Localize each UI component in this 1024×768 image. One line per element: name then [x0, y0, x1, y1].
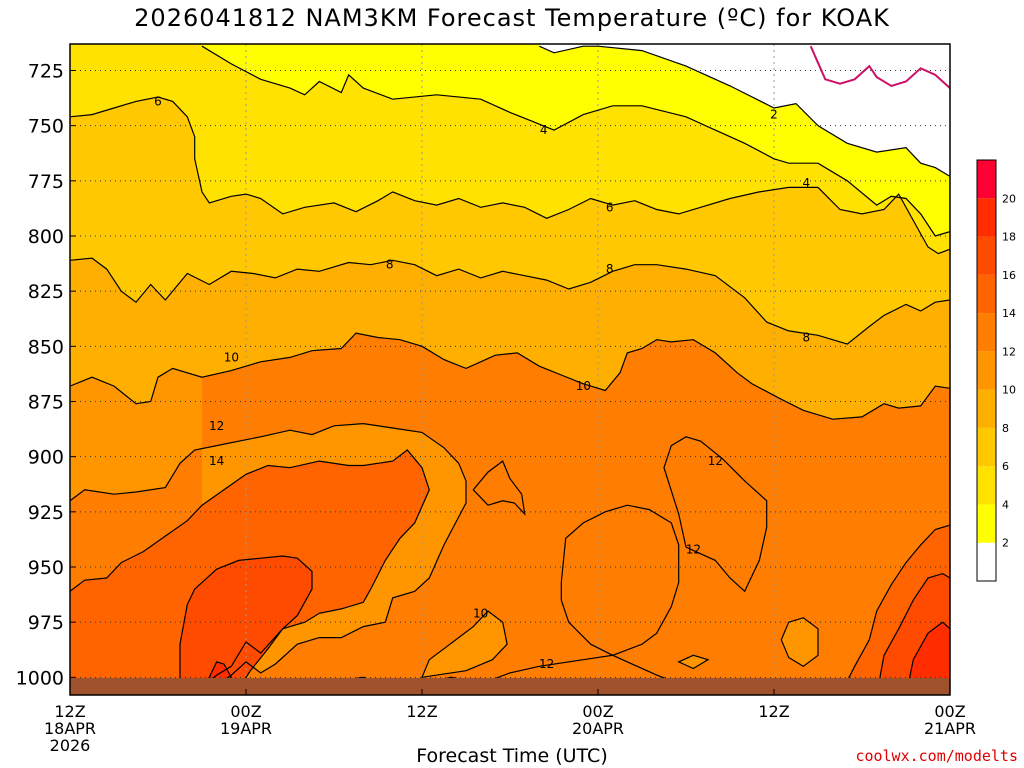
fill-cell-small: [473, 461, 525, 514]
colorbar-label-16: 16: [1002, 269, 1016, 282]
x-tick-label-0-0: 12Z: [54, 702, 85, 721]
contour-label-15: 12: [539, 657, 554, 671]
fill-cell-b: [664, 436, 767, 592]
plot-frame: [69, 43, 951, 696]
colorbar-swatch-8: [977, 236, 996, 275]
x-tick-label-36-0: 00Z: [582, 702, 613, 721]
contour-label-14: 10: [473, 606, 488, 620]
colorbar-swatch-4: [977, 389, 996, 428]
contour-line-20: [905, 621, 950, 695]
colorbar-label-14: 14: [1002, 307, 1016, 320]
x-tick-label-48-0: 12Z: [758, 702, 789, 721]
y-tick-label-950: 950: [28, 557, 64, 579]
contour-label-1: 4: [540, 123, 548, 137]
contour-line-18: [839, 524, 950, 695]
x-tick-label-0-2: 2026: [50, 736, 91, 755]
contour-label-12: 12: [708, 454, 723, 468]
colorbar-swatch-10: [977, 160, 996, 199]
contour-label-3: 4: [802, 176, 810, 190]
colorbar-swatch-1: [977, 504, 996, 543]
y-tick-label-925: 925: [28, 502, 64, 524]
y-tick-label-825: 825: [28, 281, 64, 303]
contour-line-8: [179, 555, 313, 695]
colorbar-label-18: 18: [1002, 231, 1016, 244]
colorbar-swatch-6: [977, 313, 996, 352]
contour-line-13: [421, 610, 508, 679]
y-tick-label-850: 850: [28, 336, 64, 358]
contour-line-19: [876, 572, 950, 695]
colorbar-label-8: 8: [1002, 422, 1009, 435]
y-tick-label-750: 750: [28, 116, 64, 138]
y-tick-label-975: 975: [28, 612, 64, 634]
contour-line-5: [70, 332, 950, 420]
contour-line-2: [201, 45, 950, 237]
contour-label-6: 8: [606, 262, 614, 276]
colorbar-swatch-2: [977, 466, 996, 505]
contour-label-9: 10: [576, 379, 591, 393]
contour-line-1: [539, 45, 950, 177]
contour-line-0: [809, 45, 950, 89]
fill-16-18: [180, 556, 312, 695]
contour-line-15: [677, 654, 710, 670]
y-tick-label-725: 725: [28, 60, 64, 82]
contour-label-11: 14: [209, 454, 224, 468]
y-tick-label-900: 900: [28, 447, 64, 469]
contour-label-0: 6: [154, 94, 162, 108]
contour-line-16: [780, 617, 819, 668]
contour-label-4: 6: [606, 200, 614, 214]
chart-title: 2026041812 NAM3KM Forecast Temperature (…: [134, 4, 890, 32]
contour-line-7: [70, 449, 430, 695]
y-tick-label-1000: 1000: [16, 667, 64, 689]
colorbar-swatch-5: [977, 351, 996, 390]
colorbar-frame: [976, 159, 997, 582]
contour-line-3: [70, 96, 950, 255]
fill-10-blob-east: [781, 617, 818, 667]
colorbar-swatch-0: [977, 542, 996, 581]
ground-surface-band: [70, 678, 950, 695]
y-tick-label-800: 800: [28, 226, 64, 248]
contour-line-4: [70, 257, 950, 345]
contour-line-6: [70, 422, 467, 694]
contour-label-2: 2: [770, 108, 778, 122]
contour-line-10: [560, 504, 680, 656]
fill-cell-a: [561, 505, 679, 656]
colorbar-label-6: 6: [1002, 460, 1009, 473]
x-tick-label-24-0: 12Z: [406, 702, 437, 721]
x-tick-label-12-1: 19APR: [220, 719, 272, 738]
x-tick-label-60-0: 00Z: [934, 702, 965, 721]
x-tick-label-12-0: 00Z: [230, 702, 261, 721]
colorbar-swatch-3: [977, 427, 996, 467]
colorbar-label-2: 2: [1002, 537, 1009, 550]
contour-label-8: 10: [224, 350, 239, 364]
colorbar-label-20: 20: [1002, 192, 1016, 205]
x-axis-label: Forecast Time (UTC): [416, 745, 608, 767]
colorbar-label-10: 10: [1002, 384, 1016, 397]
y-tick-label-875: 875: [28, 391, 64, 413]
contour-line-11: [663, 436, 768, 593]
contour-label-10: 12: [209, 419, 224, 433]
colorbar-label-12: 12: [1002, 345, 1016, 358]
x-tick-label-60-1: 21APR: [924, 719, 976, 738]
contour-label-13: 12: [686, 542, 701, 556]
colorbar-swatch-9: [977, 198, 996, 237]
fill-east-18: [906, 622, 950, 695]
x-tick-label-0-1: 18APR: [44, 719, 96, 738]
contour-label-5: 8: [386, 258, 394, 272]
colorbar-swatch-7: [977, 274, 996, 314]
x-tick-label-36-1: 20APR: [572, 719, 624, 738]
contour-label-7: 8: [802, 331, 810, 345]
fill-10-cell: [422, 611, 508, 678]
source-credit: coolwx.com/modelts: [855, 747, 1018, 765]
contour-line-12: [472, 460, 526, 516]
y-tick-label-775: 775: [28, 171, 64, 193]
colorbar-label-4: 4: [1002, 498, 1009, 511]
